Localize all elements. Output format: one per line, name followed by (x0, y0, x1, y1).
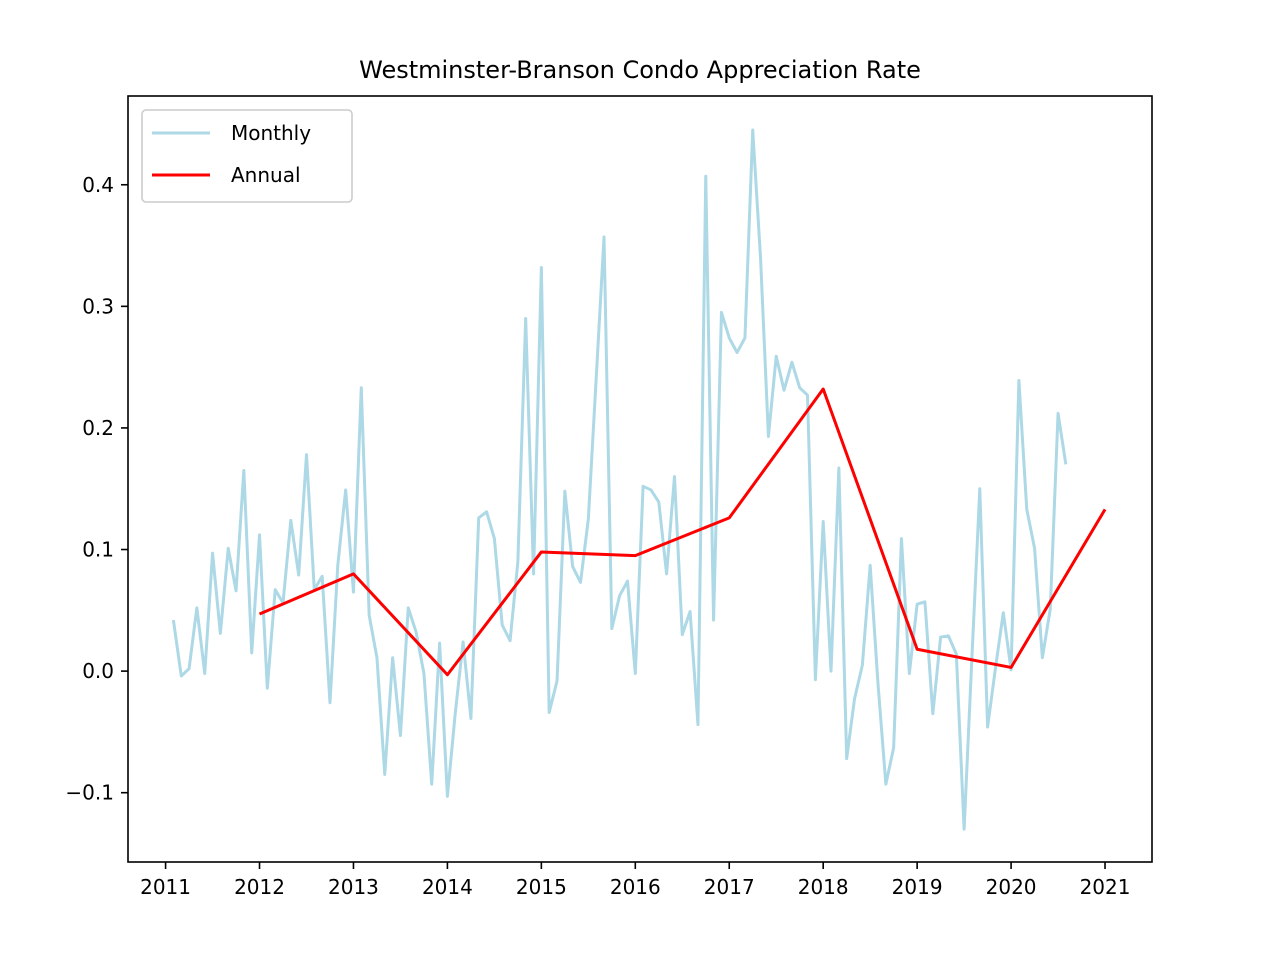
x-tick-label: 2016 (610, 875, 661, 899)
x-tick-label: 2012 (234, 875, 285, 899)
x-tick-label: 2020 (986, 875, 1037, 899)
x-tick-label: 2017 (704, 875, 755, 899)
x-tick-label: 2011 (140, 875, 191, 899)
legend-label-annual: Annual (231, 163, 301, 187)
x-tick-label: 2014 (422, 875, 473, 899)
y-tick-label: 0.0 (82, 659, 114, 683)
x-tick-label: 2013 (328, 875, 379, 899)
legend-label-monthly: Monthly (231, 121, 311, 145)
x-tick-label: 2018 (798, 875, 849, 899)
y-tick-label: 0.1 (82, 538, 114, 562)
chart-title: Westminster-Branson Condo Appreciation R… (359, 56, 921, 84)
x-tick-label: 2021 (1080, 875, 1131, 899)
x-tick-label: 2019 (892, 875, 943, 899)
y-tick-label: 0.2 (82, 416, 114, 440)
x-tick-label: 2015 (516, 875, 567, 899)
y-tick-label: 0.3 (82, 294, 114, 318)
plot-area (171, 128, 1107, 831)
y-tick-label: 0.4 (82, 173, 114, 197)
axis-ticks: 2011 2012 2013 2014 2015 2016 2017 2018 2019 2020… (65, 173, 1130, 899)
series-line-monthly (171, 128, 1068, 831)
axes-frame (127, 95, 1153, 863)
legend: Monthly Annual (141, 109, 353, 203)
series-line-annual (258, 387, 1107, 677)
y-tick-label: −0.1 (65, 781, 114, 805)
